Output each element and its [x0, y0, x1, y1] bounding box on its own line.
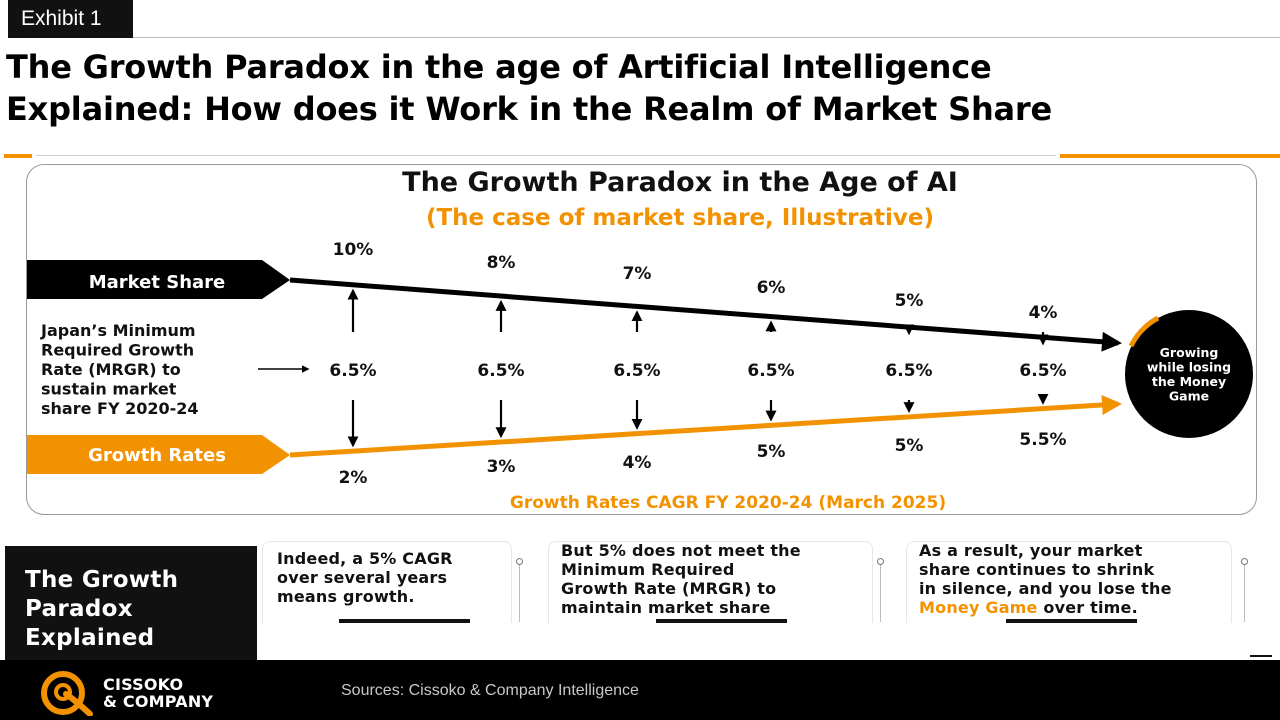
card-connector [880, 562, 881, 622]
top-divider [133, 37, 1280, 38]
card-connector-dot [877, 558, 884, 565]
end-badge-accent-arc [1128, 315, 1160, 348]
growth-rate-value-label: 2% [339, 468, 368, 488]
market-share-value-label: 7% [623, 264, 652, 284]
mrgr-value-label: 6.5% [477, 361, 524, 381]
explain-card-2-text: But 5% does not meet the Minimum Require… [561, 541, 801, 617]
page-title: The Growth Paradox in the age of Artific… [6, 46, 1276, 130]
market-share-value-label: 6% [757, 278, 786, 298]
footer-dash [1250, 655, 1272, 657]
market-share-series-label: Market Share [89, 272, 226, 293]
market-share-value-label: 5% [895, 291, 924, 311]
explain-card-3-text: As a result, your market share continues… [919, 541, 1172, 617]
card-line: maintain market share [561, 598, 771, 617]
growth-rates-line [289, 395, 1122, 458]
end-badge-text: while losing [1147, 360, 1231, 375]
mrgr-caption-line: sustain market [41, 380, 177, 399]
logo-line-1: CISSOKO [103, 675, 184, 694]
growth-rate-value-label: 5% [757, 442, 786, 462]
card-underline [1006, 619, 1137, 623]
end-badge-text: Growing [1160, 345, 1219, 360]
mrgr-value-label: 6.5% [885, 361, 932, 381]
card-underline [656, 619, 787, 623]
title-divider [36, 155, 1056, 156]
page-title-line-1: The Growth Paradox in the age of Artific… [6, 48, 992, 86]
card-line: Growth Rate (MRGR) to [561, 579, 777, 598]
card-line: As a result, your market [919, 541, 1143, 560]
card-line: share continues to shrink [919, 560, 1155, 579]
growth-rates-tag [27, 435, 290, 474]
explain-card-1-text: Indeed, a 5% CAGR over several years mea… [277, 549, 453, 606]
market-share-tag [27, 260, 290, 299]
explained-title-line: The Growth [25, 567, 179, 593]
growth-paradox-chart: The Growth Paradox in the Age of AI (The … [27, 167, 1253, 513]
card-connector [519, 562, 520, 622]
card-underline [339, 619, 470, 623]
mrgr-value-label: 6.5% [613, 361, 660, 381]
card-connector-dot [516, 558, 523, 565]
card-line: But 5% does not meet the [561, 541, 801, 560]
explain-card-2: But 5% does not meet the Minimum Require… [548, 541, 873, 623]
mrgr-caption-line: Rate (MRGR) to [41, 360, 181, 379]
growth-rates-series-label: Growth Rates [88, 445, 226, 466]
market-share-value-label: 10% [333, 240, 374, 260]
explained-title: The Growth Paradox Explained [25, 566, 255, 653]
chart-x-label: Growth Rates CAGR FY 2020-24 (March 2025… [510, 493, 946, 513]
card-line: Indeed, a 5% CAGR [277, 549, 453, 568]
explained-title-line: Explained [25, 625, 155, 651]
card-line: over several years [277, 568, 448, 587]
market-share-value-label: 4% [1029, 303, 1058, 323]
mrgr-caption-line: share FY 2020-24 [41, 399, 199, 418]
end-badge [1125, 310, 1253, 438]
card-connector-dot [1241, 558, 1248, 565]
company-logo-text: CISSOKO & COMPANY [103, 676, 213, 710]
end-badge-text: the Money [1152, 374, 1226, 389]
card-connector [1244, 562, 1245, 622]
sources-note: Sources: Cissoko & Company Intelligence [341, 682, 639, 699]
title-accent-rule-left [4, 154, 32, 158]
exhibit-label: Exhibit 1 [8, 0, 133, 38]
explain-card-3: As a result, your market share continues… [906, 541, 1232, 623]
explain-card-1: Indeed, a 5% CAGR over several years mea… [262, 541, 512, 623]
mrgr-caption-line: Japan’s Minimum [40, 321, 196, 340]
footer [0, 660, 1280, 720]
market-share-value-label: 8% [487, 253, 516, 273]
mrgr-caption-line: Required Growth [41, 341, 194, 360]
mrgr-value-label: 6.5% [329, 361, 376, 381]
growth-rate-value-label: 5% [895, 436, 924, 456]
market-share-line [289, 277, 1122, 352]
card-line: means growth. [277, 587, 415, 606]
title-accent-rule-right [1060, 154, 1280, 158]
growth-rate-value-label: 3% [487, 457, 516, 477]
chart-subtitle: (The case of market share, Illustrative) [426, 205, 934, 231]
growth-rate-value-label: 4% [623, 453, 652, 473]
end-badge-text: Game [1169, 389, 1209, 404]
card-line: in silence, and you lose the [919, 579, 1172, 598]
page-title-line-2: Explained: How does it Work in the Realm… [6, 90, 1053, 128]
mrgr-value-label: 6.5% [747, 361, 794, 381]
card-line: Minimum Required [561, 560, 735, 579]
company-logo-icon [41, 671, 93, 716]
card-line: over time. [1037, 598, 1138, 617]
mrgr-value-label: 6.5% [1019, 361, 1066, 381]
logo-line-2: & COMPANY [103, 692, 214, 711]
growth-rate-value-label: 5.5% [1019, 430, 1066, 450]
explained-title-line: Paradox [25, 596, 133, 622]
money-game-highlight: Money Game [919, 598, 1038, 617]
chart-title: The Growth Paradox in the Age of AI [402, 167, 958, 198]
explained-panel: The Growth Paradox Explained [5, 546, 257, 660]
